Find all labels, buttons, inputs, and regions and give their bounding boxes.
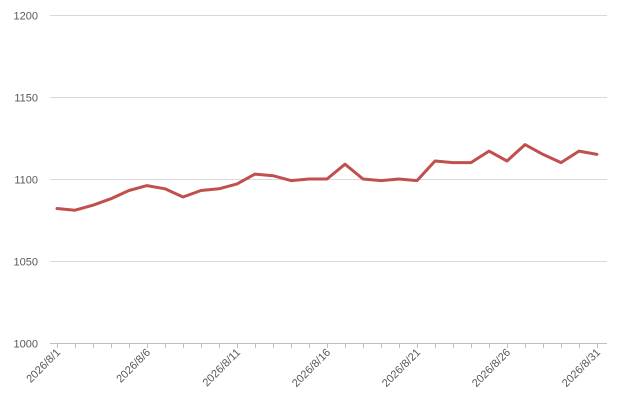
y-tick-label: 1050 <box>14 257 38 269</box>
y-axis: 1000 1050 1100 1150 1200 <box>14 11 38 351</box>
x-tick-label: 2026/8/31 <box>560 347 603 390</box>
y-tick-label: 1000 <box>14 339 38 351</box>
y-tick-label: 1100 <box>14 175 38 187</box>
y-tick-label: 1200 <box>14 11 38 23</box>
y-tick-label: 1150 <box>14 93 38 105</box>
x-axis <box>50 343 607 348</box>
x-tick-label: 2026/8/11 <box>201 347 244 390</box>
x-tick-label: 2026/8/26 <box>470 347 513 390</box>
x-tick-label: 2026/8/16 <box>290 347 333 390</box>
x-tick-label: 2026/8/1 <box>24 347 63 386</box>
series-layer <box>55 143 599 212</box>
series-line <box>55 143 599 212</box>
gridlines <box>50 15 607 262</box>
x-tick-label: 2026/8/21 <box>380 347 423 390</box>
x-tick-label: 2026/8/6 <box>114 347 153 386</box>
x-axis-labels: 2026/8/1 2026/8/6 2026/8/11 2026/8/16 2026/8… <box>24 347 603 390</box>
